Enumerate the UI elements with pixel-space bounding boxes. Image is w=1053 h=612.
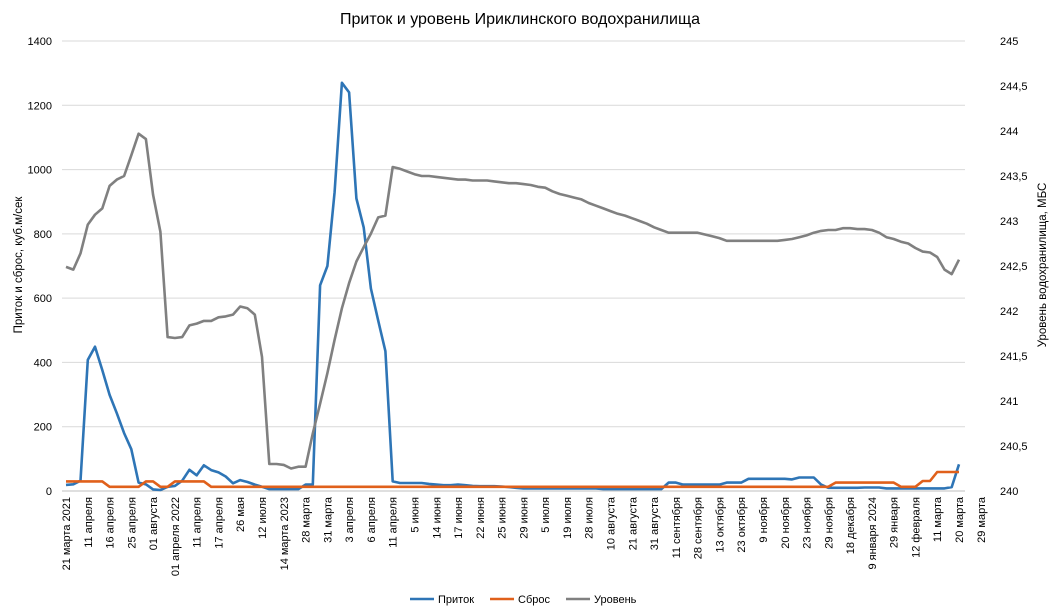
y2-tick-label: 240 <box>1000 486 1018 498</box>
x-tick-label: 26 мая <box>235 497 247 532</box>
x-tick-label: 23 ноября <box>802 497 814 549</box>
x-tick-label: 12 июля <box>257 497 269 539</box>
x-tick-label: 9 января 2024 <box>867 497 879 570</box>
x-tick-label: 25 апреля <box>126 497 138 549</box>
x-tick-label: 31 августа <box>649 496 661 550</box>
x-tick-label: 19 июля <box>562 497 574 539</box>
x-tick-label: 17 июня <box>453 497 465 539</box>
y-tick-label: 0 <box>46 486 52 498</box>
x-tick-label: 25 июня <box>497 497 509 539</box>
x-tick-label: 18 декабря <box>845 497 857 554</box>
x-tick-label: 11 апреля <box>192 497 204 548</box>
y-tick-label: 1200 <box>28 100 52 112</box>
y2-tick-label: 242,5 <box>1000 261 1028 273</box>
x-tick-label: 29 июня <box>518 497 530 539</box>
x-tick-label: 21 августа <box>627 496 639 550</box>
x-tick-label: 12 февраля <box>910 497 922 558</box>
legend-label: Уровень <box>594 594 637 606</box>
x-tick-label: 28 июля <box>584 497 596 539</box>
x-tick-label: 01 августа <box>148 496 160 550</box>
x-tick-label: 3 апреля <box>344 497 356 543</box>
y2-tick-label: 240,5 <box>1000 441 1028 453</box>
legend-item: Уровень <box>566 594 637 606</box>
y-axis-ticks: 0 200 400 600 800 1000 1200 1400 <box>28 36 52 498</box>
y2-tick-label: 245 <box>1000 36 1018 48</box>
y-tick-label: 800 <box>34 229 52 241</box>
x-tick-label: 13 октября <box>714 497 726 553</box>
y2-axis-ticks: 240 240,5 241 241,5 242 242,5 243 243,5 244 244,5… <box>1000 36 1028 498</box>
y-tick-label: 1000 <box>28 165 52 177</box>
x-tick-label: 11 сентября <box>671 497 683 558</box>
x-tick-label: 5 июня <box>409 497 421 533</box>
y-axis-title: Приток и сброс, куб.м/сек <box>13 196 25 334</box>
y2-tick-label: 244,5 <box>1000 81 1028 93</box>
series-lines <box>65 81 961 492</box>
x-tick-label: 21 марта 2021 <box>61 497 73 570</box>
y-tick-label: 1400 <box>28 36 52 48</box>
chart-title: Приток и уровень Ириклинского водохранил… <box>340 11 700 28</box>
y2-tick-label: 241 <box>1000 396 1018 408</box>
legend-label: Приток <box>438 594 474 606</box>
x-tick-label: 28 марта <box>301 496 313 543</box>
x-tick-label: 10 августа <box>606 496 618 550</box>
x-axis-ticks: 21 марта 2021 11 апреля 16 апреля 25 апреля… <box>61 496 988 576</box>
y2-tick-label: 242 <box>1000 306 1018 318</box>
y2-tick-label: 243,5 <box>1000 171 1028 183</box>
y2-tick-label: 244 <box>1000 126 1018 138</box>
series-line-level <box>65 132 961 470</box>
legend: Приток Сброс Уровень <box>410 594 637 606</box>
y-tick-label: 200 <box>34 422 52 434</box>
x-tick-label: 11 марта <box>932 496 944 542</box>
x-tick-label: 22 июня <box>475 497 487 539</box>
x-tick-label: 9 ноября <box>758 497 770 543</box>
x-tick-label: 16 апреля <box>105 497 117 549</box>
x-tick-label: 11 апреля <box>83 497 95 548</box>
y-tick-label: 600 <box>34 293 52 305</box>
y-tick-label: 400 <box>34 357 52 369</box>
x-tick-label: 01 апреля 2022 <box>170 497 182 576</box>
x-tick-label: 6 апреля <box>366 497 378 543</box>
x-tick-label: 29 ноября <box>823 497 835 549</box>
x-tick-label: 29 марта <box>976 496 988 543</box>
x-tick-label: 28 сентября <box>693 497 705 559</box>
x-tick-label: 23 октября <box>736 497 748 553</box>
x-tick-label: 14 июня <box>431 497 443 539</box>
y2-tick-label: 243 <box>1000 216 1018 228</box>
x-tick-label: 31 марта <box>322 496 334 543</box>
x-tick-label: 20 ноября <box>780 497 792 549</box>
x-tick-label: 20 марта <box>954 496 966 543</box>
legend-item: Сброс <box>490 594 550 606</box>
x-tick-label: 11 апреля <box>388 497 400 548</box>
series-line-inflow <box>65 81 961 492</box>
x-tick-label: 5 июля <box>540 497 552 533</box>
x-tick-label: 14 марта 2023 <box>279 497 291 570</box>
legend-item: Приток <box>410 594 474 606</box>
y2-axis-title: Уровень водохранилища, МБС <box>1037 183 1049 348</box>
x-tick-label: 17 апреля <box>213 497 225 549</box>
series-line-discharge <box>66 470 959 489</box>
gridlines <box>62 40 965 492</box>
y2-tick-label: 241,5 <box>1000 351 1028 363</box>
legend-label: Сброс <box>518 594 550 606</box>
x-tick-label: 29 января <box>889 497 901 548</box>
